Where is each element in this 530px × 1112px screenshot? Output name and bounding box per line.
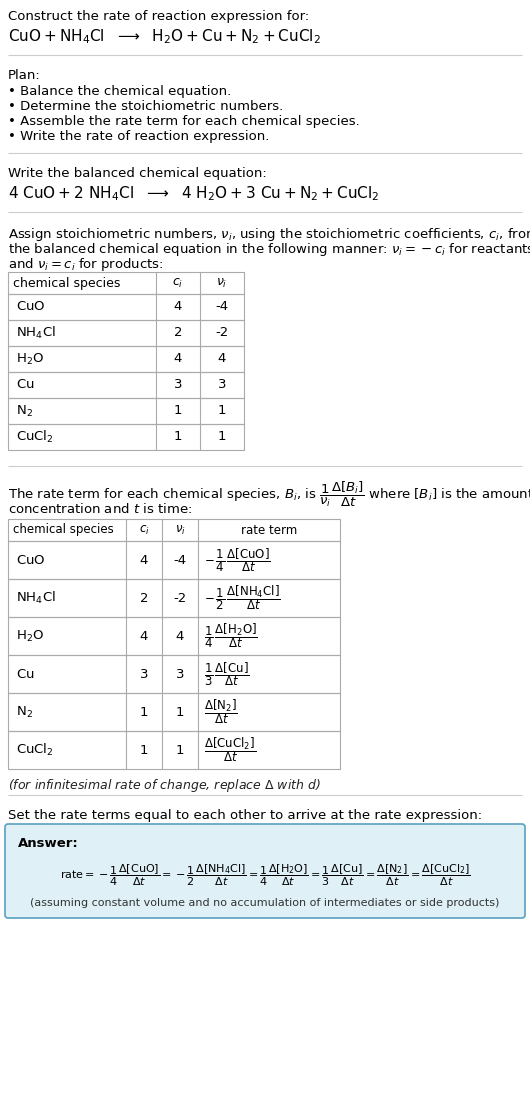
Text: Answer:: Answer:	[18, 837, 79, 850]
Text: $\mathregular{Cu}$: $\mathregular{Cu}$	[16, 667, 34, 681]
Text: $\mathregular{NH_4Cl}$: $\mathregular{NH_4Cl}$	[16, 590, 56, 606]
Text: 2: 2	[140, 592, 148, 605]
Bar	[8, 320, 244, 346]
Text: Write the balanced chemical equation:: Write the balanced chemical equation:	[8, 167, 267, 180]
Text: $\mathregular{H_2O}$: $\mathregular{H_2O}$	[16, 351, 44, 367]
Bar	[8, 424, 244, 450]
Text: $c_i$: $c_i$	[139, 524, 149, 537]
Bar	[8, 272, 244, 294]
Text: $\mathrm{rate} = -\dfrac{1}{4}\dfrac{\Delta[\mathrm{CuO}]}{\Delta t} = -\dfrac{1: $\mathrm{rate} = -\dfrac{1}{4}\dfrac{\De…	[59, 862, 471, 887]
Text: -2: -2	[215, 327, 228, 339]
Bar	[8, 398, 244, 424]
Text: • Balance the chemical equation.: • Balance the chemical equation.	[8, 85, 231, 98]
Text: $\nu_i$: $\nu_i$	[174, 524, 186, 537]
Bar	[8, 579, 340, 617]
Text: $\dfrac{1}{3}\,\dfrac{\Delta[\mathrm{Cu}]}{\Delta t}$: $\dfrac{1}{3}\,\dfrac{\Delta[\mathrm{Cu}…	[204, 661, 250, 688]
Text: The rate term for each chemical species, $B_i$, is $\dfrac{1}{\nu_i}\dfrac{\Delt: The rate term for each chemical species,…	[8, 480, 530, 509]
Bar	[8, 294, 244, 320]
Text: $\mathregular{CuCl_2}$: $\mathregular{CuCl_2}$	[16, 429, 54, 445]
Text: $\mathregular{CuO}$: $\mathregular{CuO}$	[16, 300, 46, 314]
Text: $\mathregular{H_2O}$: $\mathregular{H_2O}$	[16, 628, 44, 644]
Text: 1: 1	[174, 430, 182, 444]
Text: $\mathregular{N_2}$: $\mathregular{N_2}$	[16, 704, 33, 719]
Text: 3: 3	[174, 378, 182, 391]
Text: Construct the rate of reaction expression for:: Construct the rate of reaction expressio…	[8, 10, 309, 23]
Text: 3: 3	[176, 667, 184, 681]
Bar	[8, 519, 340, 542]
Text: 1: 1	[218, 430, 226, 444]
Text: $c_i$: $c_i$	[172, 277, 183, 289]
Text: $\mathregular{CuCl_2}$: $\mathregular{CuCl_2}$	[16, 742, 54, 758]
Text: $\nu_i$: $\nu_i$	[216, 277, 228, 289]
Text: Set the rate terms equal to each other to arrive at the rate expression:: Set the rate terms equal to each other t…	[8, 810, 482, 822]
Text: rate term: rate term	[241, 524, 297, 536]
Bar	[8, 346, 244, 373]
Text: -2: -2	[173, 592, 187, 605]
Text: $\dfrac{\Delta[\mathrm{CuCl_2}]}{\Delta t}$: $\dfrac{\Delta[\mathrm{CuCl_2}]}{\Delta …	[204, 736, 256, 764]
Text: $\dfrac{1}{4}\,\dfrac{\Delta[\mathrm{H_2O}]}{\Delta t}$: $\dfrac{1}{4}\,\dfrac{\Delta[\mathrm{H_2…	[204, 622, 258, 651]
Text: 1: 1	[174, 405, 182, 417]
Text: 3: 3	[218, 378, 226, 391]
Text: 4: 4	[174, 300, 182, 314]
Text: 4: 4	[174, 353, 182, 366]
Text: chemical species: chemical species	[13, 277, 120, 289]
Text: • Write the rate of reaction expression.: • Write the rate of reaction expression.	[8, 130, 269, 143]
Text: $\dfrac{\Delta[\mathrm{N_2}]}{\Delta t}$: $\dfrac{\Delta[\mathrm{N_2}]}{\Delta t}$	[204, 697, 237, 726]
Text: the balanced chemical equation in the following manner: $\nu_i = -c_i$ for react: the balanced chemical equation in the fo…	[8, 241, 530, 258]
Text: $\mathregular{N_2}$: $\mathregular{N_2}$	[16, 404, 33, 418]
Text: -4: -4	[215, 300, 228, 314]
Text: $\mathregular{Cu}$: $\mathregular{Cu}$	[16, 378, 34, 391]
Text: $-\,\dfrac{1}{2}\,\dfrac{\Delta[\mathrm{NH_4Cl}]}{\Delta t}$: $-\,\dfrac{1}{2}\,\dfrac{\Delta[\mathrm{…	[204, 584, 280, 613]
Text: 1: 1	[176, 744, 184, 756]
Text: 3: 3	[140, 667, 148, 681]
Bar	[8, 542, 340, 579]
Text: chemical species: chemical species	[13, 524, 114, 536]
Bar	[8, 693, 340, 731]
Text: 4: 4	[140, 629, 148, 643]
Text: 1: 1	[176, 705, 184, 718]
Text: $\mathregular{NH_4Cl}$: $\mathregular{NH_4Cl}$	[16, 325, 56, 341]
Text: $-\,\dfrac{1}{4}\,\dfrac{\Delta[\mathrm{CuO}]}{\Delta t}$: $-\,\dfrac{1}{4}\,\dfrac{\Delta[\mathrm{…	[204, 546, 271, 574]
Bar	[8, 617, 340, 655]
Text: $\mathregular{CuO + NH_4Cl}\ \ \longrightarrow\ \ \mathregular{H_2O + Cu + N_2 +: $\mathregular{CuO + NH_4Cl}\ \ \longrigh…	[8, 27, 321, 46]
Text: 1: 1	[140, 705, 148, 718]
FancyBboxPatch shape	[5, 824, 525, 919]
Text: 1: 1	[140, 744, 148, 756]
Text: 2: 2	[174, 327, 182, 339]
Text: 4: 4	[218, 353, 226, 366]
Text: $\mathregular{CuO}$: $\mathregular{CuO}$	[16, 554, 46, 566]
Text: -4: -4	[173, 554, 187, 566]
Bar	[8, 655, 340, 693]
Text: 4: 4	[140, 554, 148, 566]
Text: 1: 1	[218, 405, 226, 417]
Text: • Determine the stoichiometric numbers.: • Determine the stoichiometric numbers.	[8, 100, 283, 113]
Text: (for infinitesimal rate of change, replace $\Delta$ with $d$): (for infinitesimal rate of change, repla…	[8, 777, 321, 794]
Text: • Assemble the rate term for each chemical species.: • Assemble the rate term for each chemic…	[8, 115, 360, 128]
Text: and $\nu_i = c_i$ for products:: and $\nu_i = c_i$ for products:	[8, 256, 164, 274]
Bar	[8, 373, 244, 398]
Text: $\mathregular{4\ CuO + 2\ NH_4Cl}\ \ \longrightarrow\ \ \mathregular{4\ H_2O + 3: $\mathregular{4\ CuO + 2\ NH_4Cl}\ \ \lo…	[8, 183, 379, 202]
Text: Plan:: Plan:	[8, 69, 41, 82]
Bar	[8, 731, 340, 770]
Text: concentration and $t$ is time:: concentration and $t$ is time:	[8, 502, 192, 516]
Text: Assign stoichiometric numbers, $\nu_i$, using the stoichiometric coefficients, $: Assign stoichiometric numbers, $\nu_i$, …	[8, 226, 530, 244]
Text: (assuming constant volume and no accumulation of intermediates or side products): (assuming constant volume and no accumul…	[30, 898, 500, 909]
Text: 4: 4	[176, 629, 184, 643]
